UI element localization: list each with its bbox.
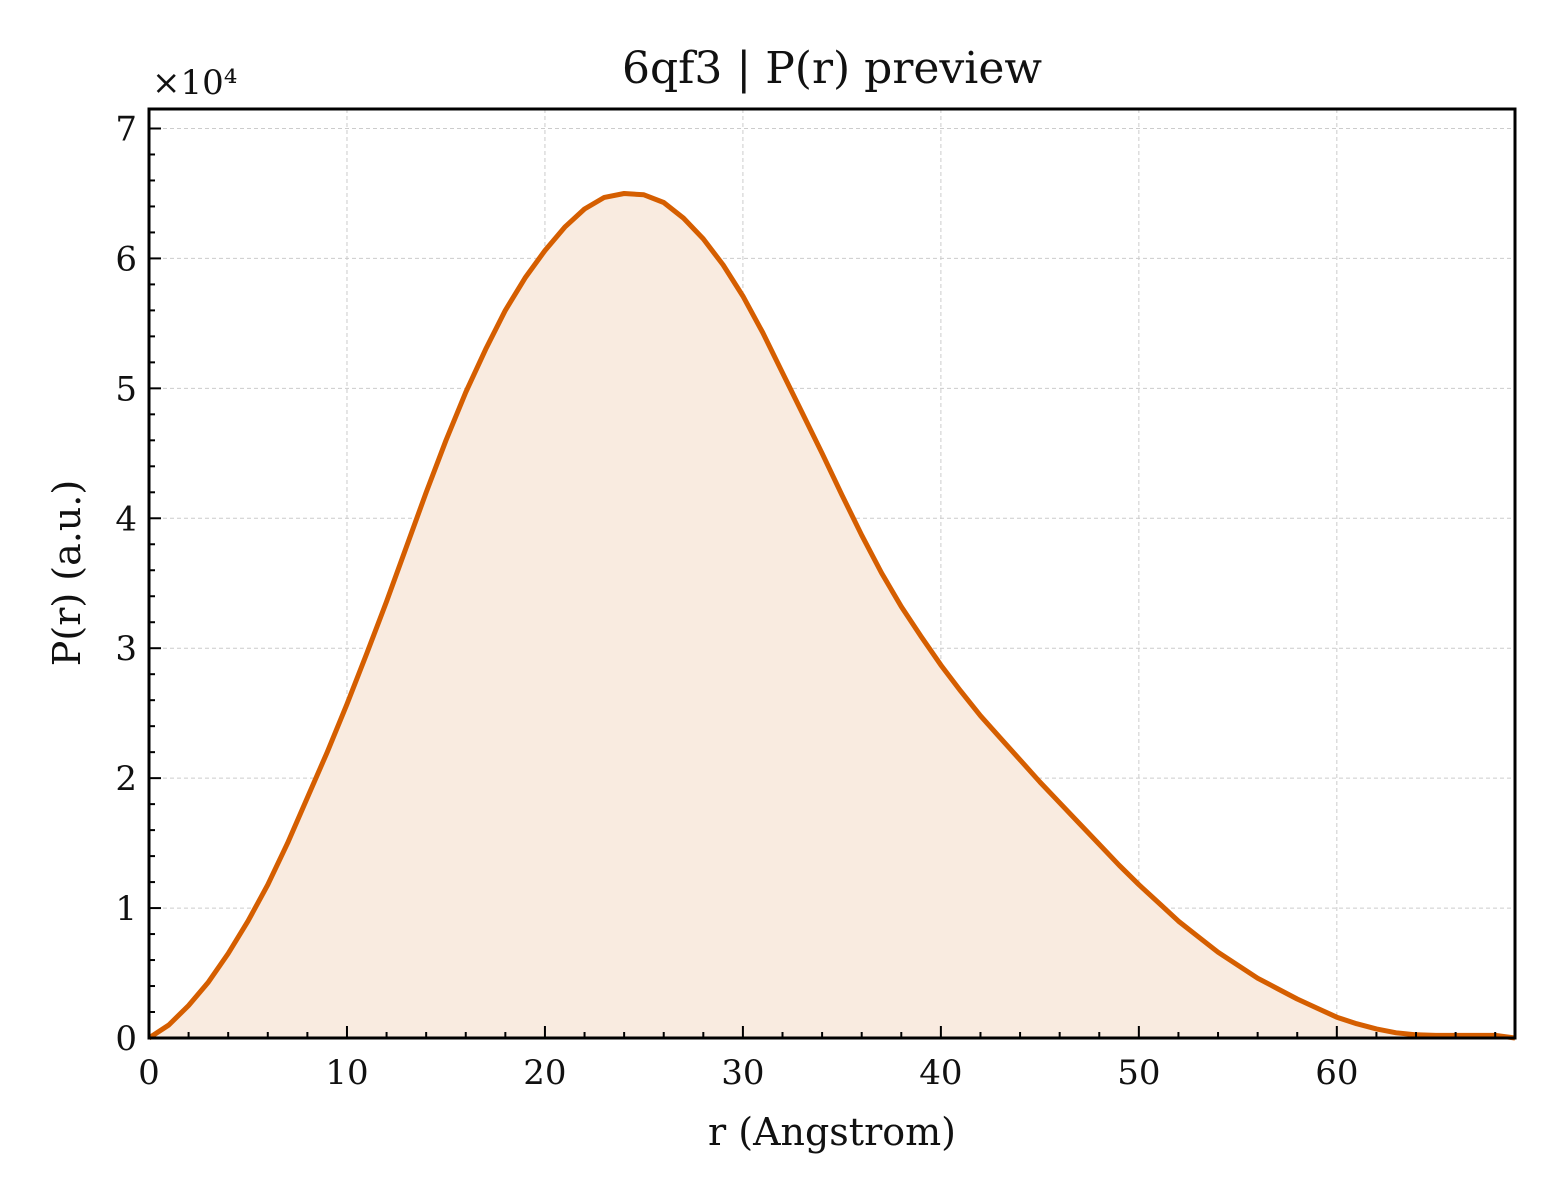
- x-tick-label: 50: [1117, 1053, 1160, 1093]
- x-tick-label: 60: [1315, 1053, 1358, 1093]
- pr-area-fill: [149, 193, 1515, 1038]
- x-tick-label: 30: [721, 1053, 764, 1093]
- x-axis-label: r (Angstrom): [708, 1110, 956, 1154]
- x-tick-label: 40: [919, 1053, 962, 1093]
- y-tick-label: 6: [115, 239, 137, 279]
- y-tick-label: 7: [115, 109, 137, 149]
- chart-title: 6qf3 | P(r) preview: [622, 43, 1042, 94]
- x-tick-label: 0: [138, 1053, 160, 1093]
- plot-frame: [147, 107, 1517, 1040]
- y-tick-label: 4: [115, 499, 137, 539]
- axis-ticks: 0 10 20 30 40 50 60 0 1 2 3 4 5 6 7: [115, 109, 1497, 1093]
- y-tick-label: 1: [115, 889, 137, 929]
- pr-series-line: [147, 191, 1516, 1041]
- y-tick-label: 5: [115, 369, 137, 409]
- y-tick-label: 3: [115, 629, 137, 669]
- x-tick-label: 20: [523, 1053, 566, 1093]
- x-tick-label: 10: [325, 1053, 368, 1093]
- y-axis-label: P(r) (a.u.): [45, 480, 89, 666]
- y-tick-label: 0: [115, 1019, 137, 1059]
- y-tick-label: 2: [115, 759, 137, 799]
- y-multiplier-label: ×10⁴: [152, 63, 237, 103]
